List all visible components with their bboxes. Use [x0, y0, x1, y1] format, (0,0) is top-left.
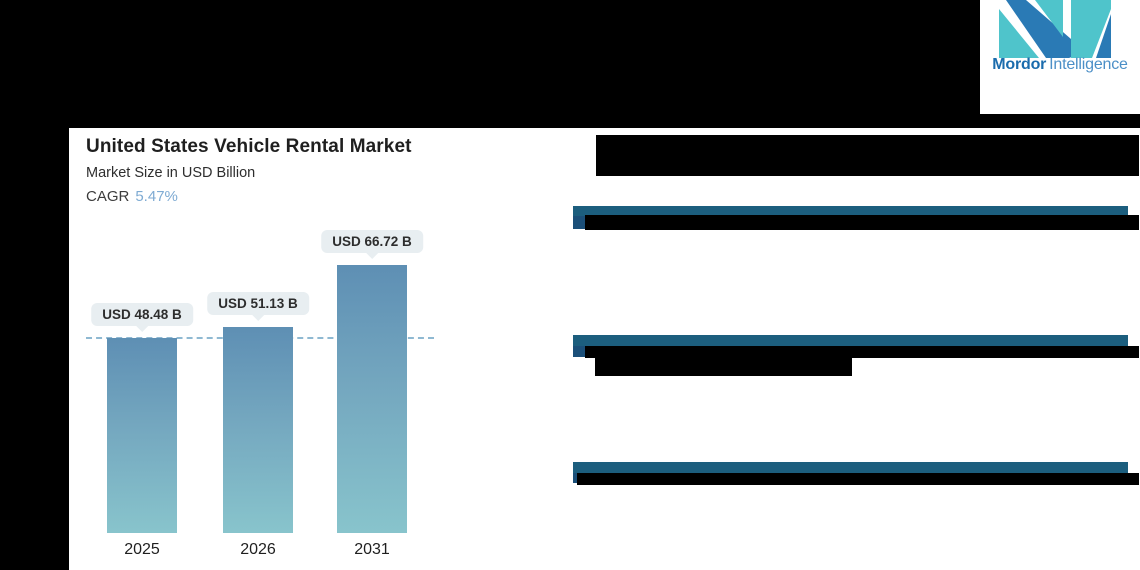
cagr-label: CAGR [86, 188, 130, 205]
bar-2026 [223, 327, 293, 533]
redacted-text-line [577, 473, 1139, 485]
brand-logo-card: Mordor Intelligence [980, 0, 1140, 114]
value-tag-2026: USD 51.13 B [207, 292, 309, 315]
x-tick-2025: 2025 [124, 541, 160, 558]
section-divider-bar [573, 462, 1128, 473]
brand-name-light: Intelligence [1049, 56, 1128, 73]
brand-name-bold: Mordor [992, 56, 1047, 73]
redacted-text-line [595, 358, 852, 376]
value-tag-2025: USD 48.48 B [91, 303, 193, 326]
chart-title: United States Vehicle Rental Market [86, 136, 412, 157]
cagr-value: 5.47% [135, 188, 178, 205]
redacted-text-line [585, 346, 1139, 358]
cagr-line: CAGR 5.47% [86, 188, 178, 205]
bar-2031 [337, 265, 407, 533]
mordor-intelligence-logo-icon [999, 0, 1111, 58]
section-divider-bar [573, 206, 1128, 216]
section-divider-bar [573, 335, 1128, 346]
bar-2025 [107, 338, 177, 533]
report-card: United States Vehicle Rental Market Mark… [69, 128, 1140, 570]
redacted-heading-block [596, 135, 1139, 176]
brand-wordmark: Mordor Intelligence [980, 56, 1140, 74]
chart-subtitle: Market Size in USD Billion [86, 165, 256, 181]
value-tag-2031: USD 66.72 B [321, 230, 423, 253]
redacted-text-line [585, 215, 1139, 230]
x-tick-2031: 2031 [354, 541, 390, 558]
x-tick-2026: 2026 [240, 541, 276, 558]
